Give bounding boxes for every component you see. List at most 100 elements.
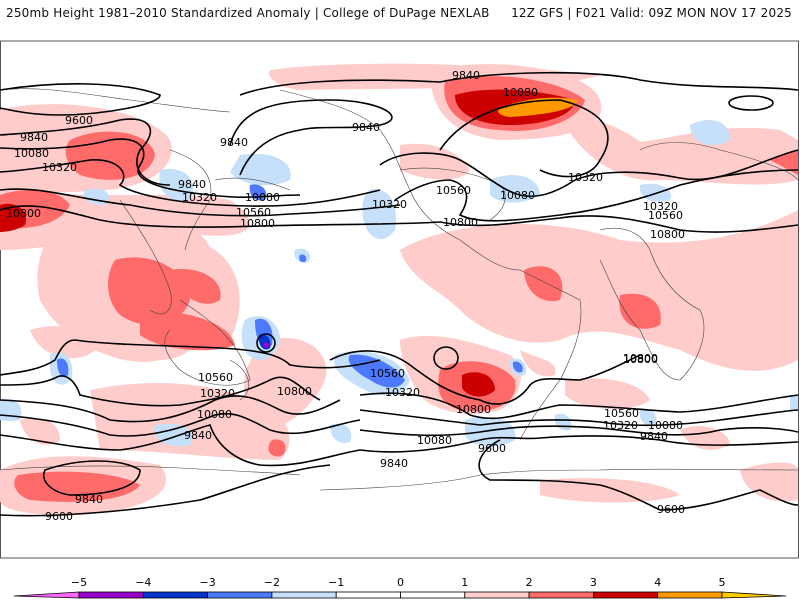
map-title: 250mb Height 1981–2010 Standardized Anom… — [6, 6, 490, 20]
contour-10080-w — [0, 138, 301, 199]
contour-9840-arctic — [239, 71, 799, 96]
contour-labels: 9600 9840 10080 10320 10800 9840 9840 10… — [6, 69, 685, 523]
contour-label: 10560 — [648, 209, 683, 222]
contour-label: 10800 — [240, 217, 275, 230]
contour-label: 10560 — [370, 367, 405, 380]
contour-10800-w — [0, 205, 441, 228]
contour-10800-s — [0, 339, 381, 376]
anomaly-shading-positive-4 — [498, 97, 578, 117]
contour-10320-satl — [359, 409, 799, 427]
colorbar-bin — [78, 591, 144, 599]
colorbar-bin-max — [721, 591, 787, 599]
colorbar-tick-label: 3 — [590, 576, 597, 589]
contour-9840-alaska — [229, 99, 393, 176]
contour-9840-satl — [359, 435, 799, 453]
contour-closed-sat — [433, 346, 459, 370]
colorbar-tick-label: 5 — [719, 576, 726, 589]
contour-label: 10320 — [603, 419, 638, 432]
contour-label: 10800 — [6, 207, 41, 220]
contour-label: 10560 — [436, 184, 471, 197]
contour-9600-satl — [478, 439, 799, 511]
contour-10080-satl — [359, 425, 799, 437]
contour-9840-w — [0, 118, 171, 186]
contour-label: 9840 — [352, 121, 380, 134]
contour-label: 9840 — [75, 493, 103, 506]
contour-10800-satl — [329, 350, 641, 405]
contour-label: 10080 — [14, 147, 49, 160]
colorbar-tick-label: 4 — [654, 576, 661, 589]
contour-label: 9840 — [452, 69, 480, 82]
coastlines — [0, 88, 799, 491]
contour-label: 10800 — [277, 385, 312, 398]
colorbar-bin — [142, 591, 209, 599]
contour-9840-ant — [43, 460, 141, 496]
contour-label: 10560 — [198, 371, 233, 384]
contour-9600-nw — [0, 83, 161, 116]
contour-9600-ant — [0, 464, 331, 517]
contour-label: 10560 — [604, 407, 639, 420]
anomaly-shading-negative-4 — [263, 342, 269, 348]
contour-10080-s — [0, 412, 361, 437]
colorbar-bin — [335, 591, 401, 599]
contour-label: 9600 — [657, 503, 685, 516]
colorbar-tick-label: −5 — [71, 576, 87, 589]
contour-label: 10320 — [42, 161, 77, 174]
colorbar-bin — [464, 591, 530, 599]
contour-10560-w — [0, 188, 401, 217]
contour-10560-na — [394, 169, 799, 222]
contour-label: 9600 — [478, 442, 506, 455]
contour-10320-s — [0, 395, 341, 423]
colorbar-bin — [400, 591, 466, 599]
contour-label: 9840 — [380, 457, 408, 470]
contour-label: 10560 — [236, 206, 271, 219]
contour-label: 10080 — [648, 419, 683, 432]
contour-10560-satl — [359, 392, 799, 420]
contour-10080-canada — [439, 99, 609, 178]
contour-label: 10080 — [197, 408, 232, 421]
contour-label: 10320 — [372, 198, 407, 211]
colorbar-tick-label: −3 — [199, 576, 215, 589]
contour-label: 9840 — [220, 136, 248, 149]
contour-label: 10080 — [417, 434, 452, 447]
contour-label: 10800 — [650, 228, 685, 241]
contour-label: 10080 — [503, 86, 538, 99]
colorbar-bin-min — [13, 591, 80, 599]
contour-closed-low — [256, 333, 276, 353]
contour-9840-s — [0, 424, 361, 467]
colorbar-tick-label: 1 — [461, 576, 468, 589]
contour-label: 9600 — [65, 114, 93, 127]
colorbar-bin — [271, 591, 337, 599]
contour-label: 10080 — [500, 189, 535, 202]
colorbar-tick-label: −2 — [264, 576, 280, 589]
colorbar-bin — [528, 591, 594, 599]
contour-label: 10800 — [623, 352, 658, 365]
anomaly-map: 9600 9840 10080 10320 10800 9840 9840 10… — [0, 40, 799, 559]
contour-label: 9840 — [20, 131, 48, 144]
contour-label: 10800 — [443, 216, 478, 229]
colorbar-tick-label: 0 — [397, 576, 404, 589]
colorbar-bin — [593, 591, 659, 599]
contour-label: 10320 — [385, 386, 420, 399]
contour-label: 10320 — [200, 387, 235, 400]
contour-10320-w — [0, 159, 381, 207]
contour-10800-na — [439, 215, 799, 233]
contour-label: 10800 — [456, 403, 491, 416]
contour-label: 9600 — [45, 510, 73, 523]
contour-label: 9840 — [184, 429, 212, 442]
colorbar-tick-label: −4 — [135, 576, 151, 589]
contour-10560-s — [0, 375, 321, 407]
colorbar-tick-label: 2 — [526, 576, 533, 589]
contour-label: 9840 — [640, 430, 668, 443]
contour-label: 9840 — [178, 178, 206, 191]
height-contours — [0, 71, 799, 517]
colorbar: −5 −4 −3 −2 −1 0 1 2 3 4 5 — [13, 576, 787, 599]
colorbar-bin — [657, 591, 723, 599]
model-valid-time: 12Z GFS | F021 Valid: 09Z MON NOV 17 202… — [511, 6, 792, 20]
contour-closed-siberia — [728, 95, 774, 111]
contour-label: 10320 — [182, 191, 217, 204]
colorbar-bin — [207, 591, 273, 599]
contour-label: 10800 — [623, 353, 658, 366]
contour-label: 10320 — [643, 200, 678, 213]
contour-label: 10080 — [245, 191, 280, 204]
colorbar-tick-label: −1 — [328, 576, 344, 589]
